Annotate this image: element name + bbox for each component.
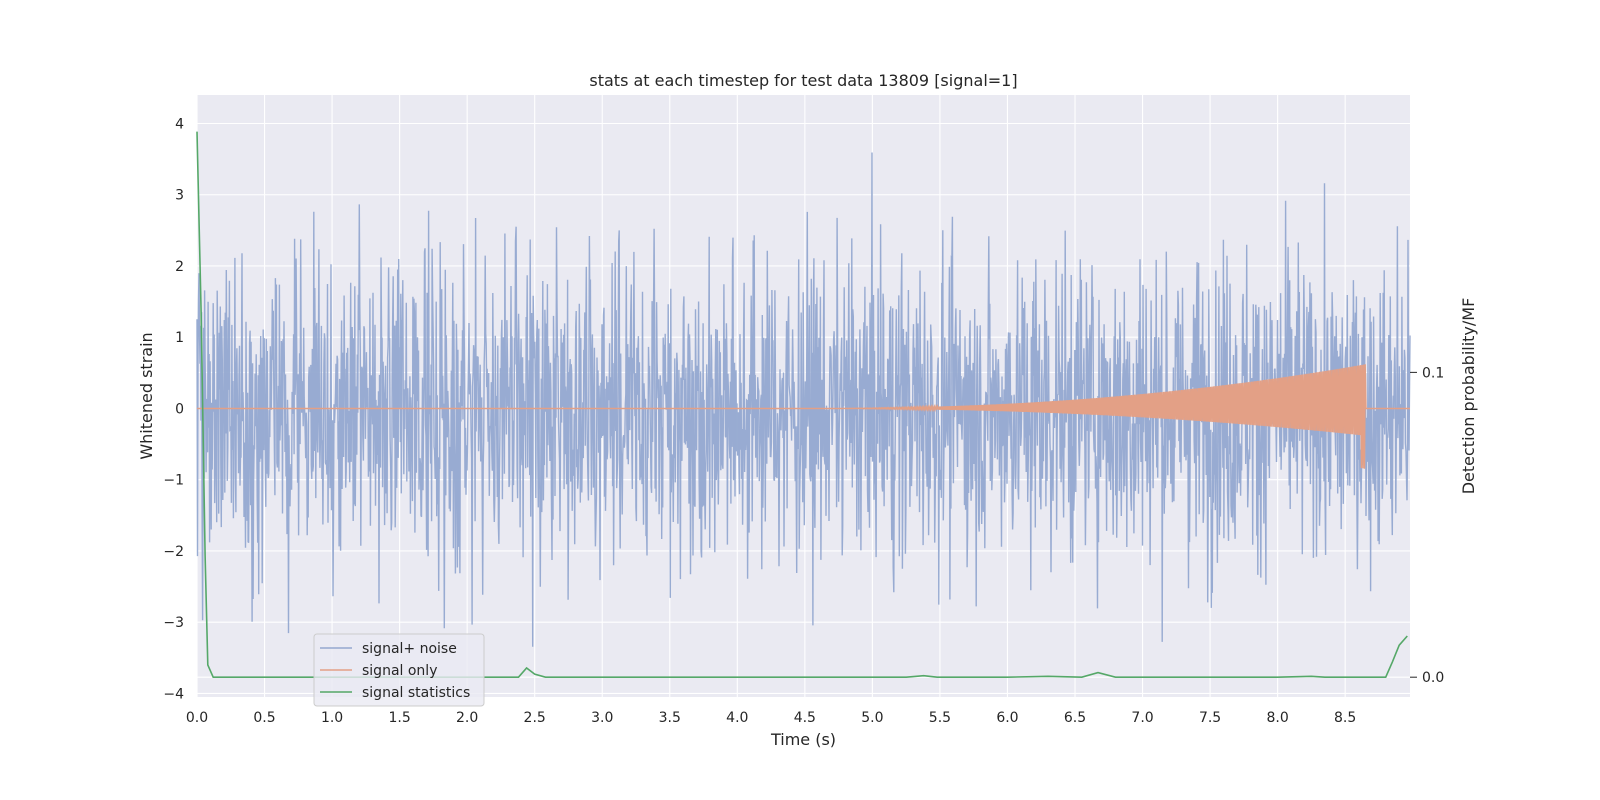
x-tick-label: 4.5: [794, 710, 816, 726]
x-tick-label: 1.0: [321, 710, 343, 726]
x-tick-label: 3.5: [659, 710, 681, 726]
y-tick-label: −3: [163, 615, 184, 631]
y-tick-label: 2: [175, 259, 184, 275]
x-tick-label: 3.0: [591, 710, 613, 726]
signal-statistics-line: [196, 131, 1408, 679]
y-axis-label: Whitened strain: [137, 332, 156, 459]
x-tick-label: 6.5: [1064, 710, 1086, 726]
x-tick-label: 2.5: [524, 710, 546, 726]
x-tick-label: 8.5: [1334, 710, 1356, 726]
x-tick-label: 2.0: [456, 710, 478, 726]
y-tick-label: −4: [163, 686, 184, 702]
series-signal-only: [197, 364, 1410, 469]
y2-tick-label: 0.1: [1422, 365, 1444, 381]
legend: signal+ noise signal only signal statist…: [313, 633, 485, 707]
y2-tick-label: 0.0: [1422, 670, 1444, 686]
x-tick-label: 7.5: [1199, 710, 1221, 726]
y-tick-label: −2: [163, 544, 184, 560]
legend-label-signal-only: signal only: [362, 663, 437, 679]
y-tick-label: 0: [175, 401, 184, 417]
x-tick-label: 0.0: [186, 710, 208, 726]
y-tick-label: 3: [175, 188, 184, 204]
x-tick-label: 5.5: [929, 710, 951, 726]
x-tick-label: 5.0: [861, 710, 883, 726]
legend-label-signal-statistics: signal statistics: [362, 685, 470, 701]
signal-plus-noise-line: [196, 152, 1411, 647]
chart-title: stats at each timestep for test data 138…: [589, 71, 1017, 90]
x-tick-label: 1.5: [388, 710, 410, 726]
y2-axis-label: Detection probability/MF: [1459, 298, 1478, 495]
y-tick-label: −1: [163, 473, 184, 489]
x-tick-label: 0.5: [253, 710, 275, 726]
y-axis-ticks: 4 3 2 1 0 −1 −2 −3 −4: [163, 116, 184, 702]
series-signal-plus-noise: [196, 152, 1411, 647]
y-tick-label: 1: [175, 330, 184, 346]
x-axis-ticks: 0.0 0.5 1.0 1.5 2.0 2.5 3.0 3.5 4.0 4.5 5.0 5.5 6.0 6…: [186, 710, 1356, 726]
legend-label-signal-plus-noise: signal+ noise: [362, 641, 457, 657]
x-axis-label: Time (s): [770, 730, 836, 749]
y-tick-label: 4: [175, 116, 184, 132]
signal-only-line: [197, 364, 1410, 469]
x-tick-label: 4.0: [726, 710, 748, 726]
x-tick-label: 6.0: [996, 710, 1018, 726]
plot-area: [196, 95, 1411, 697]
x-tick-label: 7.0: [1131, 710, 1153, 726]
y2-axis-ticks: 0.1 0.0: [1410, 365, 1444, 686]
x-tick-label: 8.0: [1266, 710, 1288, 726]
series-signal-statistics: [196, 131, 1408, 679]
legend-box: [313, 633, 485, 707]
